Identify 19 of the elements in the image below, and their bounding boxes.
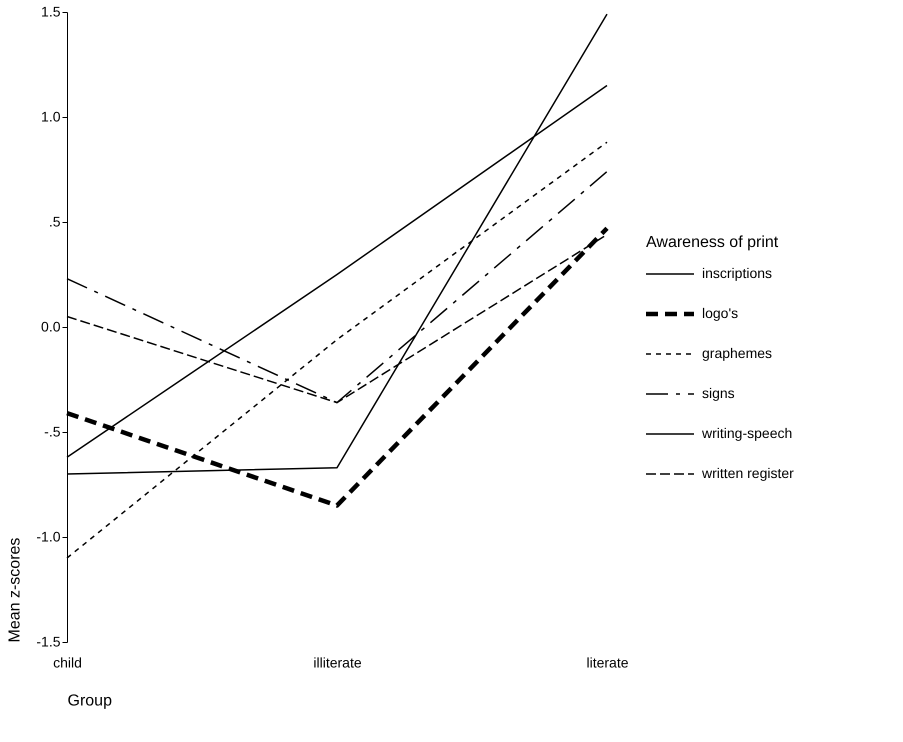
y-axis-title: Mean z-scores — [6, 538, 24, 642]
x-tick-label: illiterate — [313, 654, 362, 670]
legend-label: signs — [702, 385, 735, 401]
x-axis-title: Group — [68, 692, 112, 710]
y-tick-label: .5 — [48, 214, 61, 230]
legend-label: writing-speech — [701, 425, 792, 441]
y-tick-label: -1.5 — [36, 634, 61, 650]
y-tick-label: 0.0 — [41, 318, 61, 334]
x-tick-label: child — [53, 654, 82, 670]
y-tick-label: -1.0 — [36, 528, 61, 544]
legend-title: Awareness of print — [646, 234, 779, 251]
legend-label: written register — [701, 465, 794, 481]
legend-label: graphemes — [702, 345, 772, 361]
y-tick-label: -.5 — [44, 424, 61, 440]
y-tick-label: 1.5 — [41, 4, 61, 20]
legend-label: inscriptions — [702, 265, 772, 281]
x-tick-label: literate — [586, 654, 629, 670]
legend-label: logo's — [702, 305, 738, 321]
y-tick-label: 1.0 — [41, 108, 61, 124]
